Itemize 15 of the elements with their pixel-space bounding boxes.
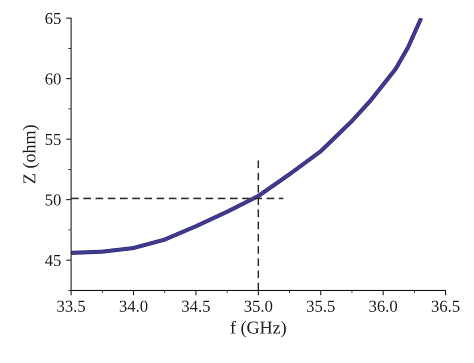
x-tick-label: 34.0 — [120, 300, 148, 312]
x-tick-label: 35.0 — [244, 300, 272, 312]
x-tick-label: 34.5 — [182, 300, 210, 312]
y-tick-label: 60 — [45, 73, 61, 85]
x-tick-label: 33.5 — [57, 300, 86, 312]
y-tick-label: 45 — [45, 254, 61, 266]
x-tick-label: 35.5 — [306, 300, 335, 312]
y-tick-label: 65 — [45, 12, 61, 24]
y-axis-title: Z (ohm) — [22, 125, 40, 184]
y-tick-label: 55 — [46, 134, 61, 146]
line-series — [71, 18, 423, 255]
x-tick-label: 36.0 — [369, 300, 398, 312]
x-tick-label: 36.5 — [432, 300, 460, 312]
x-axis-title: f (GHz) — [230, 320, 286, 338]
y-tick-label: 50 — [46, 194, 61, 206]
